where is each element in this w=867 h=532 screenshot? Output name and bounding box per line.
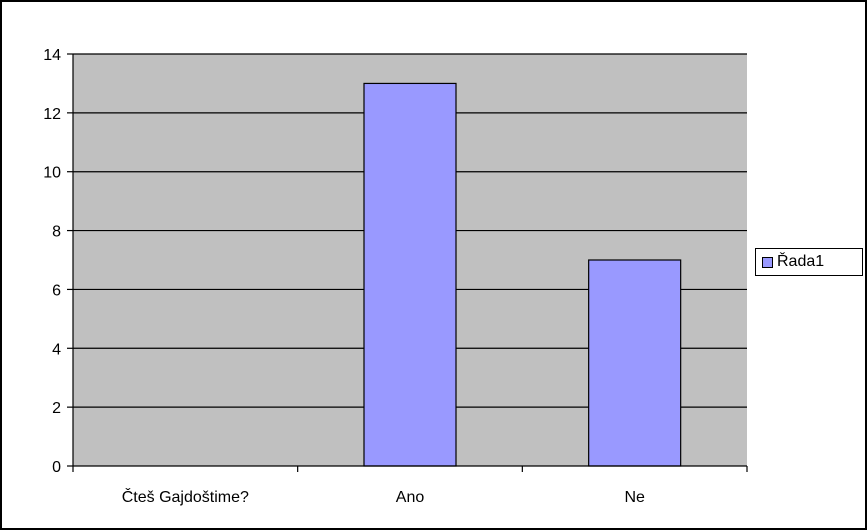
legend: Řada1 — [755, 248, 863, 276]
legend-swatch-rada1 — [762, 256, 773, 268]
y-tick-label: 12 — [43, 106, 61, 123]
x-tick-label: Ano — [396, 489, 425, 506]
y-tick-label: 8 — [52, 224, 61, 241]
y-tick-label: 2 — [52, 400, 61, 417]
axes — [67, 53, 748, 472]
y-tick-label: 10 — [43, 165, 61, 182]
x-tick-label: Ne — [624, 489, 645, 506]
legend-label-rada1: Řada1 — [777, 253, 825, 270]
bars — [363, 82, 682, 467]
tick-labels: 0 2 4 6 8 10 12 14 Čteš Gajdoštime? Ano Ne — [43, 47, 645, 506]
y-tick-label: 14 — [43, 47, 61, 64]
bar — [363, 82, 457, 467]
y-tick-label: 0 — [52, 459, 61, 476]
x-tick-label: Čteš Gajdoštime? — [122, 487, 249, 506]
bar — [588, 259, 682, 467]
y-tick-label: 4 — [52, 341, 61, 358]
y-tick-label: 6 — [52, 282, 61, 299]
